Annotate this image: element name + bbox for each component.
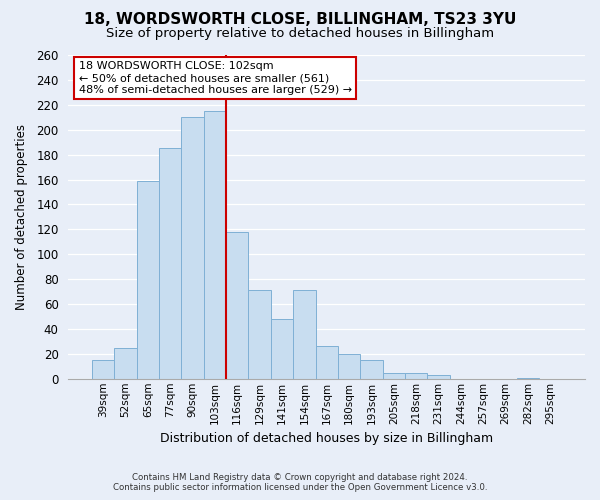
Bar <box>226 232 248 379</box>
Y-axis label: Number of detached properties: Number of detached properties <box>15 124 28 310</box>
Bar <box>181 118 204 379</box>
Bar <box>137 181 159 379</box>
Bar <box>383 372 405 379</box>
Bar <box>92 360 114 379</box>
Text: 18 WORDSWORTH CLOSE: 102sqm
← 50% of detached houses are smaller (561)
48% of se: 18 WORDSWORTH CLOSE: 102sqm ← 50% of det… <box>79 62 352 94</box>
Bar <box>316 346 338 379</box>
Bar <box>248 290 271 379</box>
Bar <box>338 354 360 379</box>
Text: 18, WORDSWORTH CLOSE, BILLINGHAM, TS23 3YU: 18, WORDSWORTH CLOSE, BILLINGHAM, TS23 3… <box>84 12 516 28</box>
Bar <box>159 148 181 379</box>
Bar <box>360 360 383 379</box>
Bar <box>114 348 137 379</box>
Bar <box>293 290 316 379</box>
Bar <box>204 111 226 379</box>
Bar <box>405 372 427 379</box>
X-axis label: Distribution of detached houses by size in Billingham: Distribution of detached houses by size … <box>160 432 493 445</box>
Bar <box>271 319 293 379</box>
Text: Contains HM Land Registry data © Crown copyright and database right 2024.
Contai: Contains HM Land Registry data © Crown c… <box>113 473 487 492</box>
Bar <box>517 378 539 379</box>
Bar <box>427 375 450 379</box>
Text: Size of property relative to detached houses in Billingham: Size of property relative to detached ho… <box>106 28 494 40</box>
